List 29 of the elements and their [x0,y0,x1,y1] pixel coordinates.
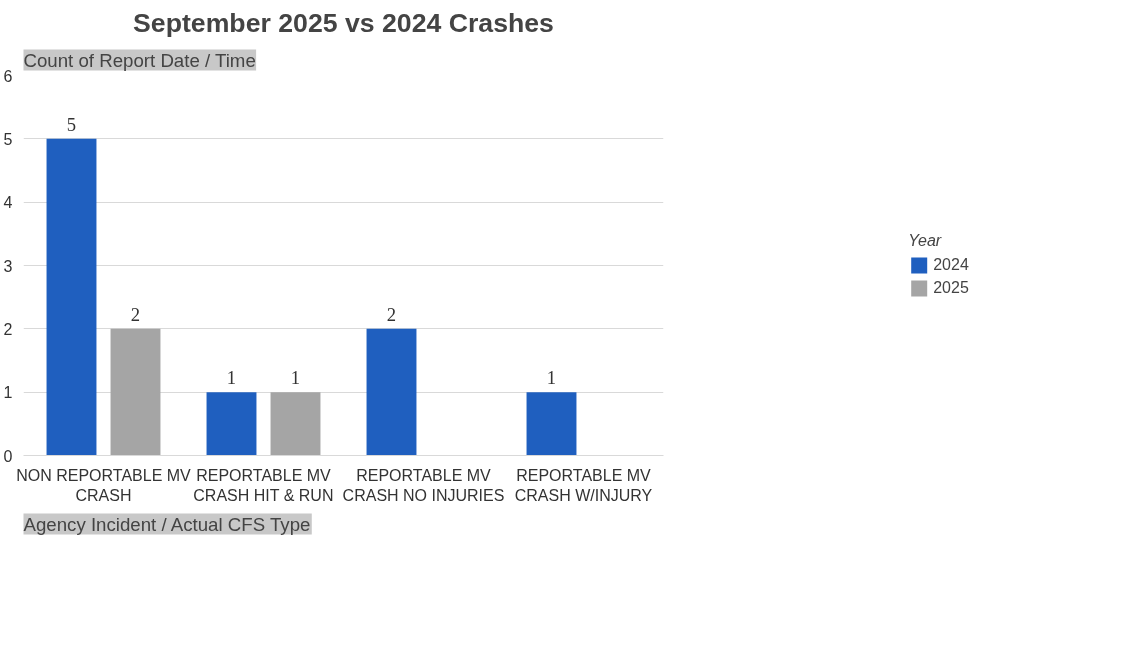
bar [270,392,321,456]
x-tick-label: REPORTABLE MV CRASH NO INJURIES [342,466,505,504]
data-label: 2 [386,303,397,325]
bar [526,392,577,456]
bar [206,392,257,456]
x-tick-label: NON REPORTABLE MV CRASH [16,466,192,504]
legend-label: 2025 [933,279,969,297]
y-tick-label: 0 [3,447,13,465]
y-tick-label: 2 [3,320,13,338]
y-tick-label: 6 [3,67,13,85]
bar [46,138,97,456]
legend-title: Year [908,232,943,250]
legend-label: 2024 [933,256,969,274]
data-label: 5 [66,113,77,135]
text: Count of Report Date / Time [23,49,256,71]
bar [110,328,161,456]
y-tick-label: 3 [3,257,13,275]
y-tick-label: 4 [3,194,13,212]
data-label: 1 [546,367,557,389]
bar [366,328,417,456]
data-label: 1 [226,367,237,389]
data-label: 1 [290,367,301,389]
data-label: 2 [130,303,141,325]
chart-title: September 2025 vs 2024 Crashes [133,7,554,38]
y-tick-label: 5 [3,130,13,148]
text: Agency Incident / Actual CFS Type [23,513,311,535]
y-tick-label: 1 [3,384,13,402]
x-tick-label: REPORTABLE MV CRASH W/INJURY [514,466,653,504]
x-tick-label: REPORTABLE MV CRASH HIT & RUN [193,466,334,504]
